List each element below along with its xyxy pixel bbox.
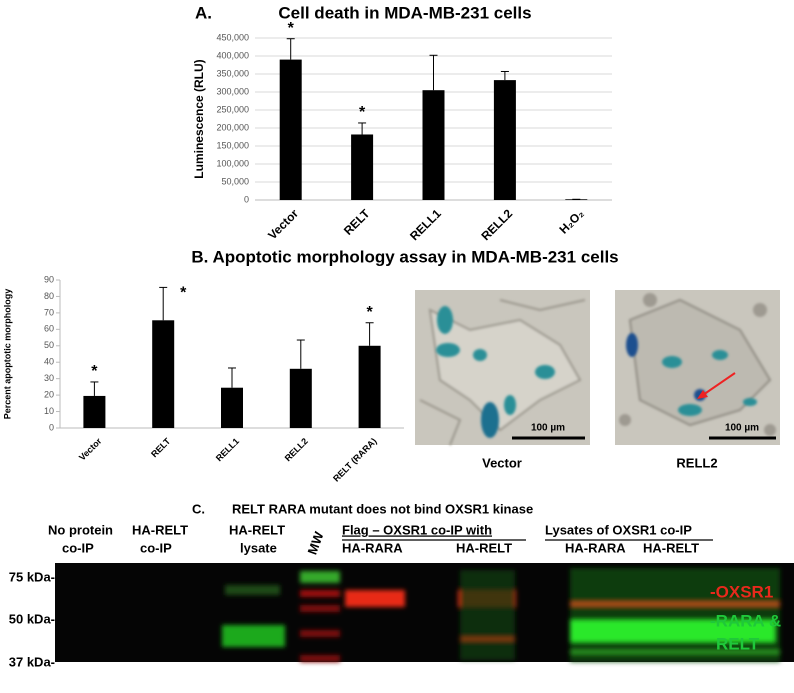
y-axis-label: Percent apoptotic morphology (2, 289, 12, 420)
scale-bar-label: 100 µm (531, 423, 565, 434)
bar (358, 345, 381, 428)
y-tick-label: 90 (44, 274, 54, 284)
micrograph-rell2 (615, 290, 780, 445)
lane-label: co-IP (62, 540, 94, 555)
lane-label: HA-RELT (643, 540, 699, 555)
y-tick-label: 400,000 (216, 50, 249, 60)
significance-marker: * (366, 304, 373, 321)
mw-marker: 50 kDa- (9, 611, 55, 626)
x-tick-label: RELL1 (407, 206, 444, 243)
lane-label: HA-RELT (456, 540, 512, 555)
y-tick-label: 10 (44, 406, 54, 416)
mw-marker: 75 kDa- (9, 569, 55, 584)
y-tick-label: 70 (44, 307, 54, 317)
x-tick-label: RELT (RARA) (331, 436, 379, 484)
lane-label: co-IP (140, 540, 172, 555)
y-tick-label: 30 (44, 373, 54, 383)
lane-label: lysate (240, 540, 277, 555)
y-tick-label: 0 (244, 194, 249, 204)
y-tick-label: 100,000 (216, 158, 249, 168)
y-tick-label: 80 (44, 291, 54, 301)
x-tick-label: RELL1 (214, 436, 241, 463)
bar (289, 368, 312, 428)
x-tick-label: H₂O₂ (556, 206, 586, 236)
band-label: -RARA & (710, 611, 781, 630)
y-tick-label: 0 (49, 422, 54, 432)
group-title: Flag – OXSR1 co-IP with (342, 522, 492, 537)
bar (351, 134, 374, 200)
scale-bar-label: 100 µm (725, 423, 759, 434)
x-tick-label: RELT (149, 436, 173, 460)
y-tick-label: 200,000 (216, 122, 249, 132)
y-tick-label: 450,000 (216, 32, 249, 42)
x-tick-label: RELT (341, 206, 373, 238)
y-tick-label: 50 (44, 340, 54, 350)
y-tick-label: 250,000 (216, 104, 249, 114)
group-title: Lysates of OXSR1 co-IP (545, 522, 692, 537)
significance-marker: * (180, 285, 187, 302)
western-blot (55, 563, 794, 662)
x-tick-label: Vector (77, 436, 104, 463)
bar (279, 59, 302, 200)
y-tick-label: 150,000 (216, 140, 249, 150)
x-tick-label: Vector (265, 206, 301, 242)
y-axis-label: Luminescence (RLU) (192, 59, 206, 178)
significance-marker: * (91, 363, 98, 380)
y-tick-label: 50,000 (221, 176, 249, 186)
micrograph-caption: RELL2 (676, 455, 717, 470)
bar (221, 387, 243, 428)
band-label: RELT (716, 634, 760, 653)
blot-title: RELT RARA mutant does not bind OXSR1 kin… (232, 501, 533, 516)
significance-marker: * (288, 20, 295, 37)
mw-marker: 37 kDa- (9, 654, 55, 669)
chart-title: B. Apoptotic morphology assay in MDA-MB-… (191, 247, 618, 266)
panel-label: A. (195, 3, 212, 22)
x-tick-label: RELL2 (478, 206, 515, 243)
band-label: -OXSR1 (710, 582, 773, 601)
lane-label: HA-RELT (229, 522, 285, 537)
lane-label: No protein (48, 522, 113, 537)
y-tick-label: 350,000 (216, 68, 249, 78)
x-tick-label: RELL2 (283, 436, 310, 463)
micrograph-caption: Vector (482, 455, 522, 470)
lane-label: HA-RARA (342, 540, 403, 555)
y-tick-label: 40 (44, 357, 54, 367)
lane-label: HA-RARA (565, 540, 626, 555)
bar (83, 395, 106, 428)
lane-label: HA-RELT (132, 522, 188, 537)
significance-marker: * (359, 104, 366, 121)
chart-title: Cell death in MDA-MB-231 cells (278, 3, 531, 22)
lane-label: MW (305, 529, 327, 557)
bar (152, 320, 175, 428)
y-tick-label: 20 (44, 389, 54, 399)
micrograph-vector (415, 290, 590, 446)
bar (493, 80, 516, 200)
y-tick-label: 60 (44, 324, 54, 334)
y-tick-label: 300,000 (216, 86, 249, 96)
bar (422, 90, 445, 200)
blot-panel-label: C. (192, 501, 205, 516)
